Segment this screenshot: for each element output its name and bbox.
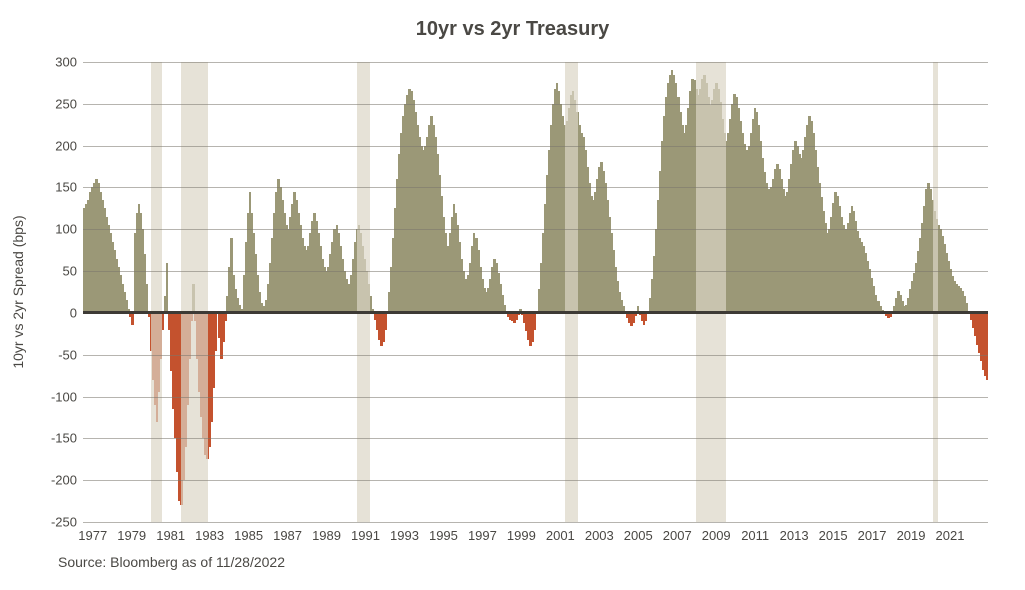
ytick-label: 250 bbox=[55, 96, 77, 111]
gridline bbox=[83, 62, 988, 63]
bar bbox=[986, 313, 988, 380]
xtick-label: 2013 bbox=[780, 528, 809, 543]
treasury-spread-chart: 10yr vs 2yr Treasury 10yr vs 2yr Spread … bbox=[0, 0, 1025, 590]
bar bbox=[131, 313, 134, 326]
xtick-label: 2005 bbox=[624, 528, 653, 543]
xtick-label: 1985 bbox=[234, 528, 263, 543]
recession-band bbox=[151, 62, 162, 522]
xtick-label: 1993 bbox=[390, 528, 419, 543]
xtick-label: 2003 bbox=[585, 528, 614, 543]
recession-band bbox=[181, 62, 207, 522]
gridline bbox=[83, 229, 988, 230]
xtick-label: 2011 bbox=[741, 528, 769, 543]
plot-area: -250-200-150-100-50050100150200250300197… bbox=[83, 62, 988, 522]
bar bbox=[162, 313, 165, 330]
zero-line bbox=[83, 311, 988, 314]
source-note: Source: Bloomberg as of 11/28/2022 bbox=[58, 554, 285, 570]
gridline bbox=[83, 187, 988, 188]
xtick-label: 2017 bbox=[858, 528, 887, 543]
ytick-label: 50 bbox=[63, 264, 77, 279]
ytick-label: -250 bbox=[51, 515, 77, 530]
xtick-label: 2015 bbox=[819, 528, 848, 543]
xtick-label: 1999 bbox=[507, 528, 536, 543]
ytick-label: -50 bbox=[58, 347, 77, 362]
ytick-label: -150 bbox=[51, 431, 77, 446]
bar bbox=[214, 313, 217, 351]
data-series bbox=[83, 62, 988, 522]
gridline bbox=[83, 271, 988, 272]
ytick-label: -100 bbox=[51, 389, 77, 404]
gridline bbox=[83, 397, 988, 398]
xtick-label: 1989 bbox=[312, 528, 341, 543]
gridline bbox=[83, 522, 988, 523]
xtick-label: 2009 bbox=[702, 528, 731, 543]
recession-band bbox=[357, 62, 371, 522]
gridline bbox=[83, 480, 988, 481]
bar bbox=[146, 284, 149, 313]
bar bbox=[384, 313, 387, 330]
recession-band bbox=[696, 62, 726, 522]
ytick-label: 300 bbox=[55, 55, 77, 70]
xtick-label: 2021 bbox=[936, 528, 965, 543]
recession-band bbox=[933, 62, 938, 522]
xtick-label: 2001 bbox=[546, 528, 575, 543]
ytick-label: 200 bbox=[55, 138, 77, 153]
gridline bbox=[83, 355, 988, 356]
xtick-label: 1981 bbox=[156, 528, 185, 543]
bar bbox=[533, 313, 536, 330]
ytick-label: -200 bbox=[51, 473, 77, 488]
recession-band bbox=[565, 62, 578, 522]
gridline bbox=[83, 104, 988, 105]
y-axis-label: 10yr vs 2yr Spread (bps) bbox=[10, 215, 26, 368]
gridline bbox=[83, 146, 988, 147]
ytick-label: 150 bbox=[55, 180, 77, 195]
xtick-label: 2007 bbox=[663, 528, 692, 543]
chart-title: 10yr vs 2yr Treasury bbox=[0, 18, 1025, 41]
xtick-label: 1997 bbox=[468, 528, 497, 543]
xtick-label: 2019 bbox=[897, 528, 926, 543]
ytick-label: 0 bbox=[70, 305, 77, 320]
gridline bbox=[83, 438, 988, 439]
xtick-label: 1977 bbox=[78, 528, 107, 543]
ytick-label: 100 bbox=[55, 222, 77, 237]
xtick-label: 1987 bbox=[273, 528, 302, 543]
xtick-label: 1983 bbox=[195, 528, 224, 543]
xtick-label: 1995 bbox=[429, 528, 458, 543]
xtick-label: 1991 bbox=[351, 528, 380, 543]
xtick-label: 1979 bbox=[117, 528, 146, 543]
